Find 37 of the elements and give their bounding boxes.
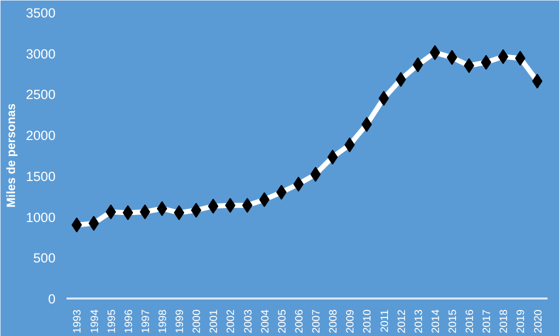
x-tick-label: 1997 <box>140 309 152 334</box>
x-tick-label: 2002 <box>225 309 238 334</box>
y-tick-label: 1500 <box>26 168 56 184</box>
x-tick-label: 2011 <box>378 309 391 332</box>
x-tick-label: 2007 <box>310 309 323 334</box>
x-tick-label: 2000 <box>191 309 204 334</box>
x-tick-label: 2005 <box>276 309 288 334</box>
x-tick-label: 2018 <box>498 309 510 334</box>
x-tick-label: 2004 <box>259 309 272 334</box>
x-tick-label: 2010 <box>362 309 374 334</box>
x-tick-label: 1996 <box>122 309 135 334</box>
y-tick-label: 0 <box>48 292 56 306</box>
x-tick-label: 1994 <box>88 309 101 334</box>
x-tick-label: 2015 <box>446 309 459 334</box>
x-tick-label: 2008 <box>328 309 340 334</box>
x-tick-label: 2020 <box>532 309 544 334</box>
y-tick-label: 1000 <box>26 210 56 225</box>
y-axis-title: Miles de personas <box>4 103 18 208</box>
x-tick-label: 2012 <box>396 309 408 334</box>
y-tick-label: 2000 <box>26 128 56 144</box>
x-tick-label: 1993 <box>72 309 84 334</box>
y-tick-label: 500 <box>33 250 56 266</box>
x-tick-label: 2016 <box>464 309 476 334</box>
x-tick-label: 2001 <box>208 309 220 334</box>
x-tick-label: 1999 <box>174 309 186 334</box>
y-tick-label: 3500 <box>26 6 56 20</box>
x-tick-label: 2006 <box>293 309 306 334</box>
y-tick-label: 3000 <box>26 46 56 62</box>
x-tick-label: 2003 <box>242 309 254 334</box>
x-tick-label: 2009 <box>344 309 357 334</box>
x-tick-label: 1995 <box>106 309 118 334</box>
x-tick-label: 1998 <box>157 309 170 334</box>
y-tick-label: 2500 <box>26 87 56 102</box>
x-tick-label: 2013 <box>412 309 425 334</box>
x-tick-label: 2017 <box>481 309 494 334</box>
x-tick-label: 2019 <box>515 309 528 334</box>
x-tick-label: 2014 <box>430 309 442 334</box>
